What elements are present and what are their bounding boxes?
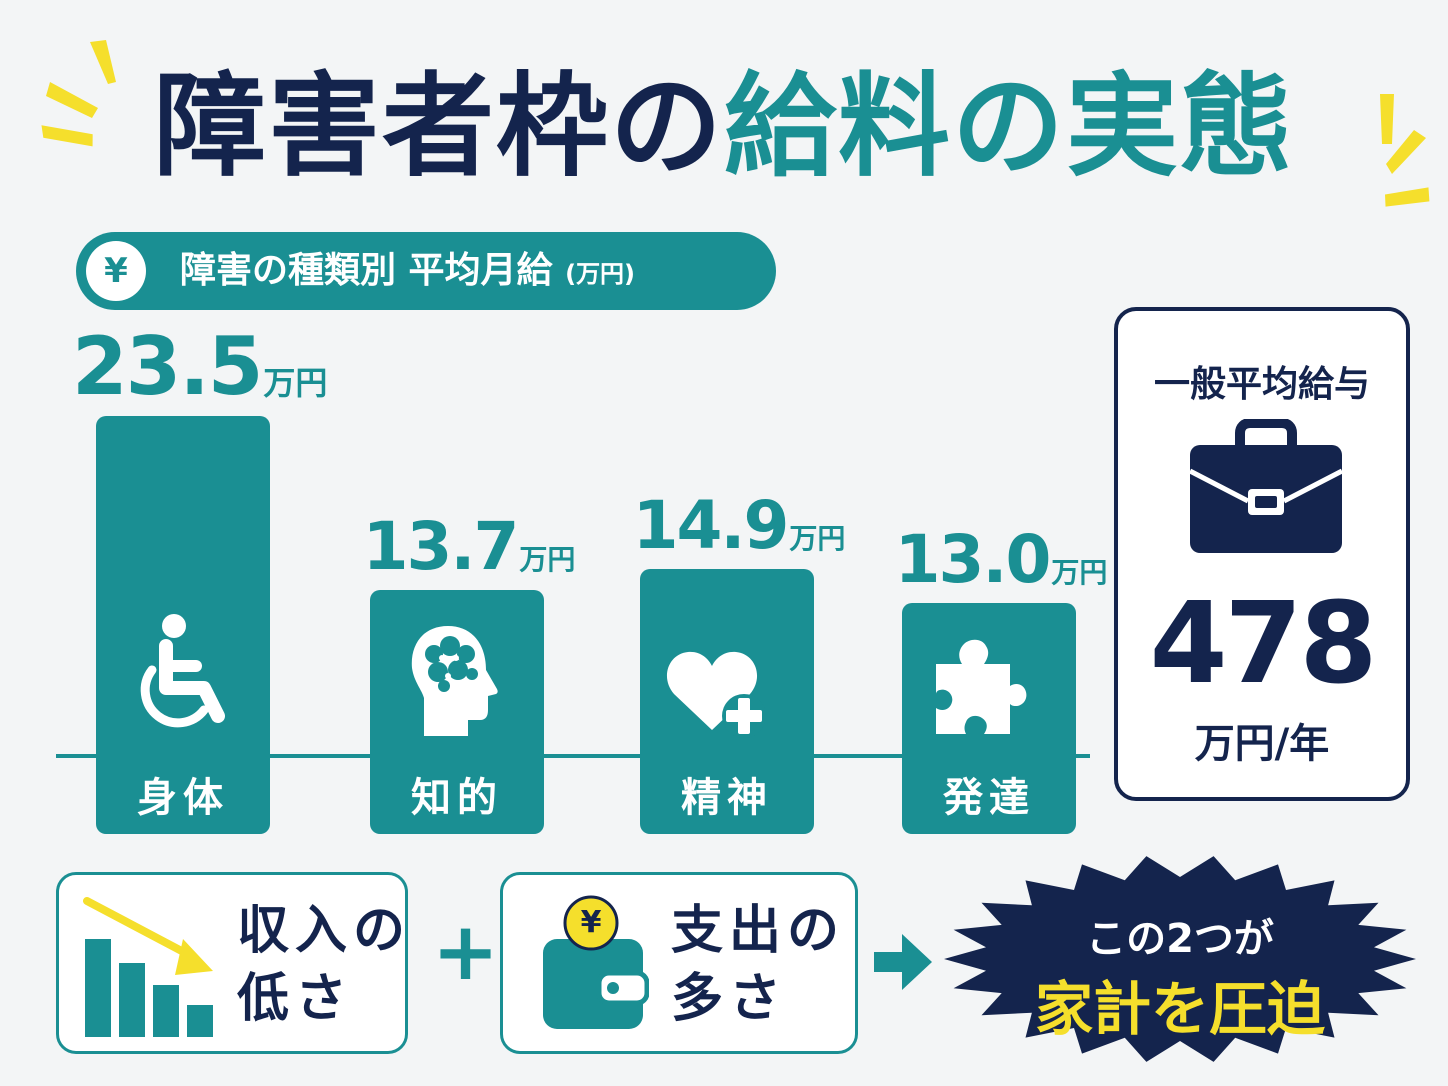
bar-value-number: 13.7	[362, 508, 520, 585]
bar-value-unit: 万円	[1051, 556, 1108, 589]
coin-yen-symbol: ¥	[580, 905, 602, 940]
result-line-2: 家計を圧迫	[1034, 975, 1325, 1043]
general-salary-unit: 万円/年	[1194, 721, 1330, 767]
arrow-right-icon	[874, 934, 932, 990]
heart-plus-icon	[666, 651, 766, 738]
low-income-line-1: 収入の	[237, 901, 412, 961]
high-expense-line-1: 支出の	[671, 901, 846, 961]
puzzle-icon	[936, 639, 1027, 734]
left-burst-icon	[41, 40, 116, 147]
wheelchair-icon	[140, 614, 225, 728]
high-expense-line-2: 多さ	[671, 969, 788, 1029]
general-salary-value: 478	[1149, 579, 1378, 709]
high-expense-card: ¥ 支出の 多さ	[500, 872, 858, 1054]
bar-value-label: 14.9万円	[628, 487, 850, 564]
bar-value-unit: 万円	[789, 522, 846, 555]
title-part-4: 実態	[1066, 62, 1294, 192]
plus-icon: +	[432, 905, 500, 998]
bar-category-label: 知的	[411, 775, 503, 821]
title-part-1: 障害者枠の	[154, 62, 724, 192]
subtitle-unit: (万円)	[565, 260, 636, 288]
wallet-coin-icon	[543, 895, 649, 1029]
page-title: 障害者枠の給料の実態	[0, 52, 1448, 202]
right-burst-icon	[1380, 94, 1430, 207]
bar-value-number: 14.9	[632, 487, 790, 564]
bar-value-label: 23.5万円	[72, 320, 327, 413]
starburst-shape	[944, 856, 1416, 1062]
bar-value-label: 13.7万円	[358, 508, 580, 585]
high-expense-text: 支出の 多さ	[671, 897, 845, 1033]
low-income-text: 収入の 低さ	[237, 897, 411, 1033]
chart-subtitle: 障害の種類別 平均月給 (万円)	[180, 232, 635, 310]
low-income-line-2: 低さ	[237, 969, 354, 1029]
general-salary-title: 一般平均給与	[1153, 364, 1370, 405]
bar-category-label: 発達	[943, 775, 1035, 821]
title-part-2: 給料	[724, 62, 952, 192]
yen-icon: ¥	[86, 241, 146, 301]
declining-bar-chart-icon	[83, 897, 213, 1037]
general-salary-card: 一般平均給与 478 万円/年	[1114, 307, 1410, 801]
bar-value-number: 23.5	[72, 320, 263, 413]
head-brain-icon	[411, 626, 498, 736]
bar-value-unit: 万円	[263, 364, 328, 402]
bar-value-label: 13.0万円	[890, 521, 1112, 598]
low-income-card: 収入の 低さ	[56, 872, 408, 1054]
chart-baseline	[56, 754, 1090, 758]
bar-category-label: 身体	[137, 775, 229, 821]
bar-value-unit: 万円	[519, 543, 576, 576]
title-part-3: の	[952, 62, 1066, 192]
bar-value-number: 13.0	[894, 521, 1052, 598]
bar-category-label: 精神	[681, 775, 773, 821]
briefcase-icon	[1188, 419, 1344, 553]
subtitle-main: 障害の種類別 平均月給	[180, 250, 553, 291]
chart-subtitle-pill: ¥ 障害の種類別 平均月給 (万円)	[76, 232, 776, 310]
starburst-icon	[944, 856, 1416, 1062]
result-line-1: この2つが	[1086, 916, 1274, 962]
